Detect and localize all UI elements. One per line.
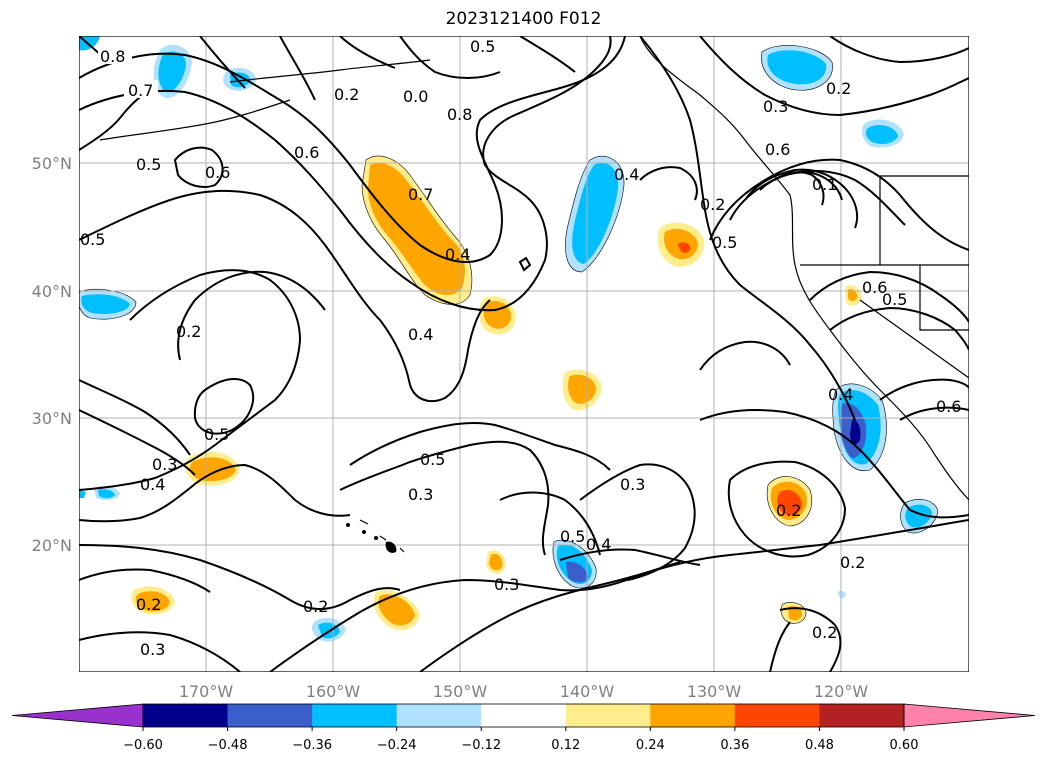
lon-tick-label: 150°W	[433, 682, 488, 701]
lat-tick-label: 20°N	[32, 536, 72, 555]
contour-label: 0.3	[763, 97, 788, 116]
contour-label: 0.8	[447, 105, 472, 124]
colorbar-segment	[734, 704, 820, 727]
colorbar-extend-high	[903, 703, 1036, 728]
map-title: 2023121400 F012	[445, 9, 602, 29]
contour-label: 0.4	[408, 325, 433, 344]
contour-label: 0.2	[812, 623, 837, 642]
contour-label: 0.5	[882, 290, 907, 309]
contour-label: 0.3	[620, 475, 645, 494]
latitude-labels: 50°N 40°N 30°N 20°N	[32, 154, 72, 555]
contour-label: 0.5	[712, 233, 737, 252]
contour-label: 0.6	[862, 278, 887, 297]
contour-label: 0.2	[334, 85, 359, 104]
contour-label: 0.5	[136, 155, 161, 174]
contour-label: 0.2	[176, 322, 201, 341]
contour-label: 0.4	[828, 385, 853, 404]
colorbar-frame	[142, 703, 905, 728]
colorbar-tick-label: −0.48	[208, 738, 248, 753]
contour-label: 0.5	[204, 425, 229, 444]
lon-tick-label: 130°W	[687, 682, 742, 701]
contour-label: 0.5	[80, 230, 105, 249]
lat-tick-label: 30°N	[32, 409, 72, 428]
contour-label: 0.6	[294, 143, 319, 162]
lat-tick-label: 40°N	[32, 282, 72, 301]
hawaii-islands	[346, 523, 397, 553]
contour-label: 0.4	[445, 245, 470, 264]
contour-label: 0.6	[205, 163, 230, 182]
colorbar: −0.60 −0.48 −0.36 −0.24 −0.12 0.12 0.24 0.36 0.4…	[11, 703, 1036, 753]
contour-label: 0.2	[136, 595, 161, 614]
lon-tick-label: 120°W	[814, 682, 869, 701]
colorbar-tick-label: 0.48	[805, 738, 834, 753]
lon-tick-label: 160°W	[306, 682, 361, 701]
colorbar-tick-label: 0.60	[890, 738, 919, 753]
colorbar-tick-label: 0.36	[720, 738, 749, 753]
colorbar-segment	[650, 704, 736, 727]
contour-label: 0.7	[128, 81, 153, 100]
contour-label: 0.0	[403, 87, 428, 106]
contour-label: 0.4	[140, 475, 165, 494]
colorbar-segment	[227, 704, 313, 727]
contour-label: 0.5	[470, 37, 495, 56]
contour-label: 0.2	[776, 501, 801, 520]
contour-label: 0.2	[303, 597, 328, 616]
contour-label: 0.7	[408, 185, 433, 204]
lat-tick-label: 50°N	[32, 154, 72, 173]
colorbar-tick-label: −0.12	[461, 738, 501, 753]
colorbar-segment	[481, 704, 567, 727]
longitude-labels: 170°W 160°W 150°W 140°W 130°W 120°W	[179, 682, 869, 701]
coastlines	[99, 36, 969, 553]
colorbar-tick-label: −0.24	[377, 738, 417, 753]
colorbar-tick-label: 0.24	[636, 738, 665, 753]
contour-label: 0.4	[586, 535, 611, 554]
contour-lines	[79, 36, 969, 672]
lon-tick-label: 170°W	[179, 682, 234, 701]
contour-label: 0.3	[140, 640, 165, 659]
contour-label: 0.2	[700, 195, 725, 214]
contour-label: 0.4	[614, 165, 639, 184]
contour-labels: 0.8 0.7 0.5 0.5 0.6 0.6 0.2 0.0 0.8 0.5 …	[80, 37, 961, 659]
colorbar-tick-label: −0.36	[292, 738, 332, 753]
colorbar-segment	[819, 704, 905, 727]
map-background	[79, 36, 969, 672]
lon-tick-label: 140°W	[560, 682, 615, 701]
colorbar-segment	[312, 704, 398, 727]
contour-label: 0.3	[408, 485, 433, 504]
positive-anomaly-shading	[131, 156, 862, 631]
colorbar-tick-label: 0.12	[551, 738, 580, 753]
colorbar-segment	[565, 704, 651, 727]
contour-label: 0.8	[100, 47, 125, 66]
contour-label: 0.6	[765, 140, 790, 159]
colorbar-tick-label: −0.60	[123, 738, 163, 753]
contour-label: 0.5	[420, 450, 445, 469]
contour-label: 0.6	[936, 397, 961, 416]
contour-label: 0.2	[826, 79, 851, 98]
contour-label: 0.3	[494, 575, 519, 594]
colorbar-extend-low	[11, 703, 144, 728]
contour-label: 0.1	[812, 175, 837, 194]
contour-label: 0.2	[840, 553, 865, 572]
contour-label: 0.5	[560, 527, 585, 546]
colorbar-segment	[143, 704, 229, 727]
contour-label: 0.3	[152, 455, 177, 474]
colorbar-segment	[396, 704, 482, 727]
